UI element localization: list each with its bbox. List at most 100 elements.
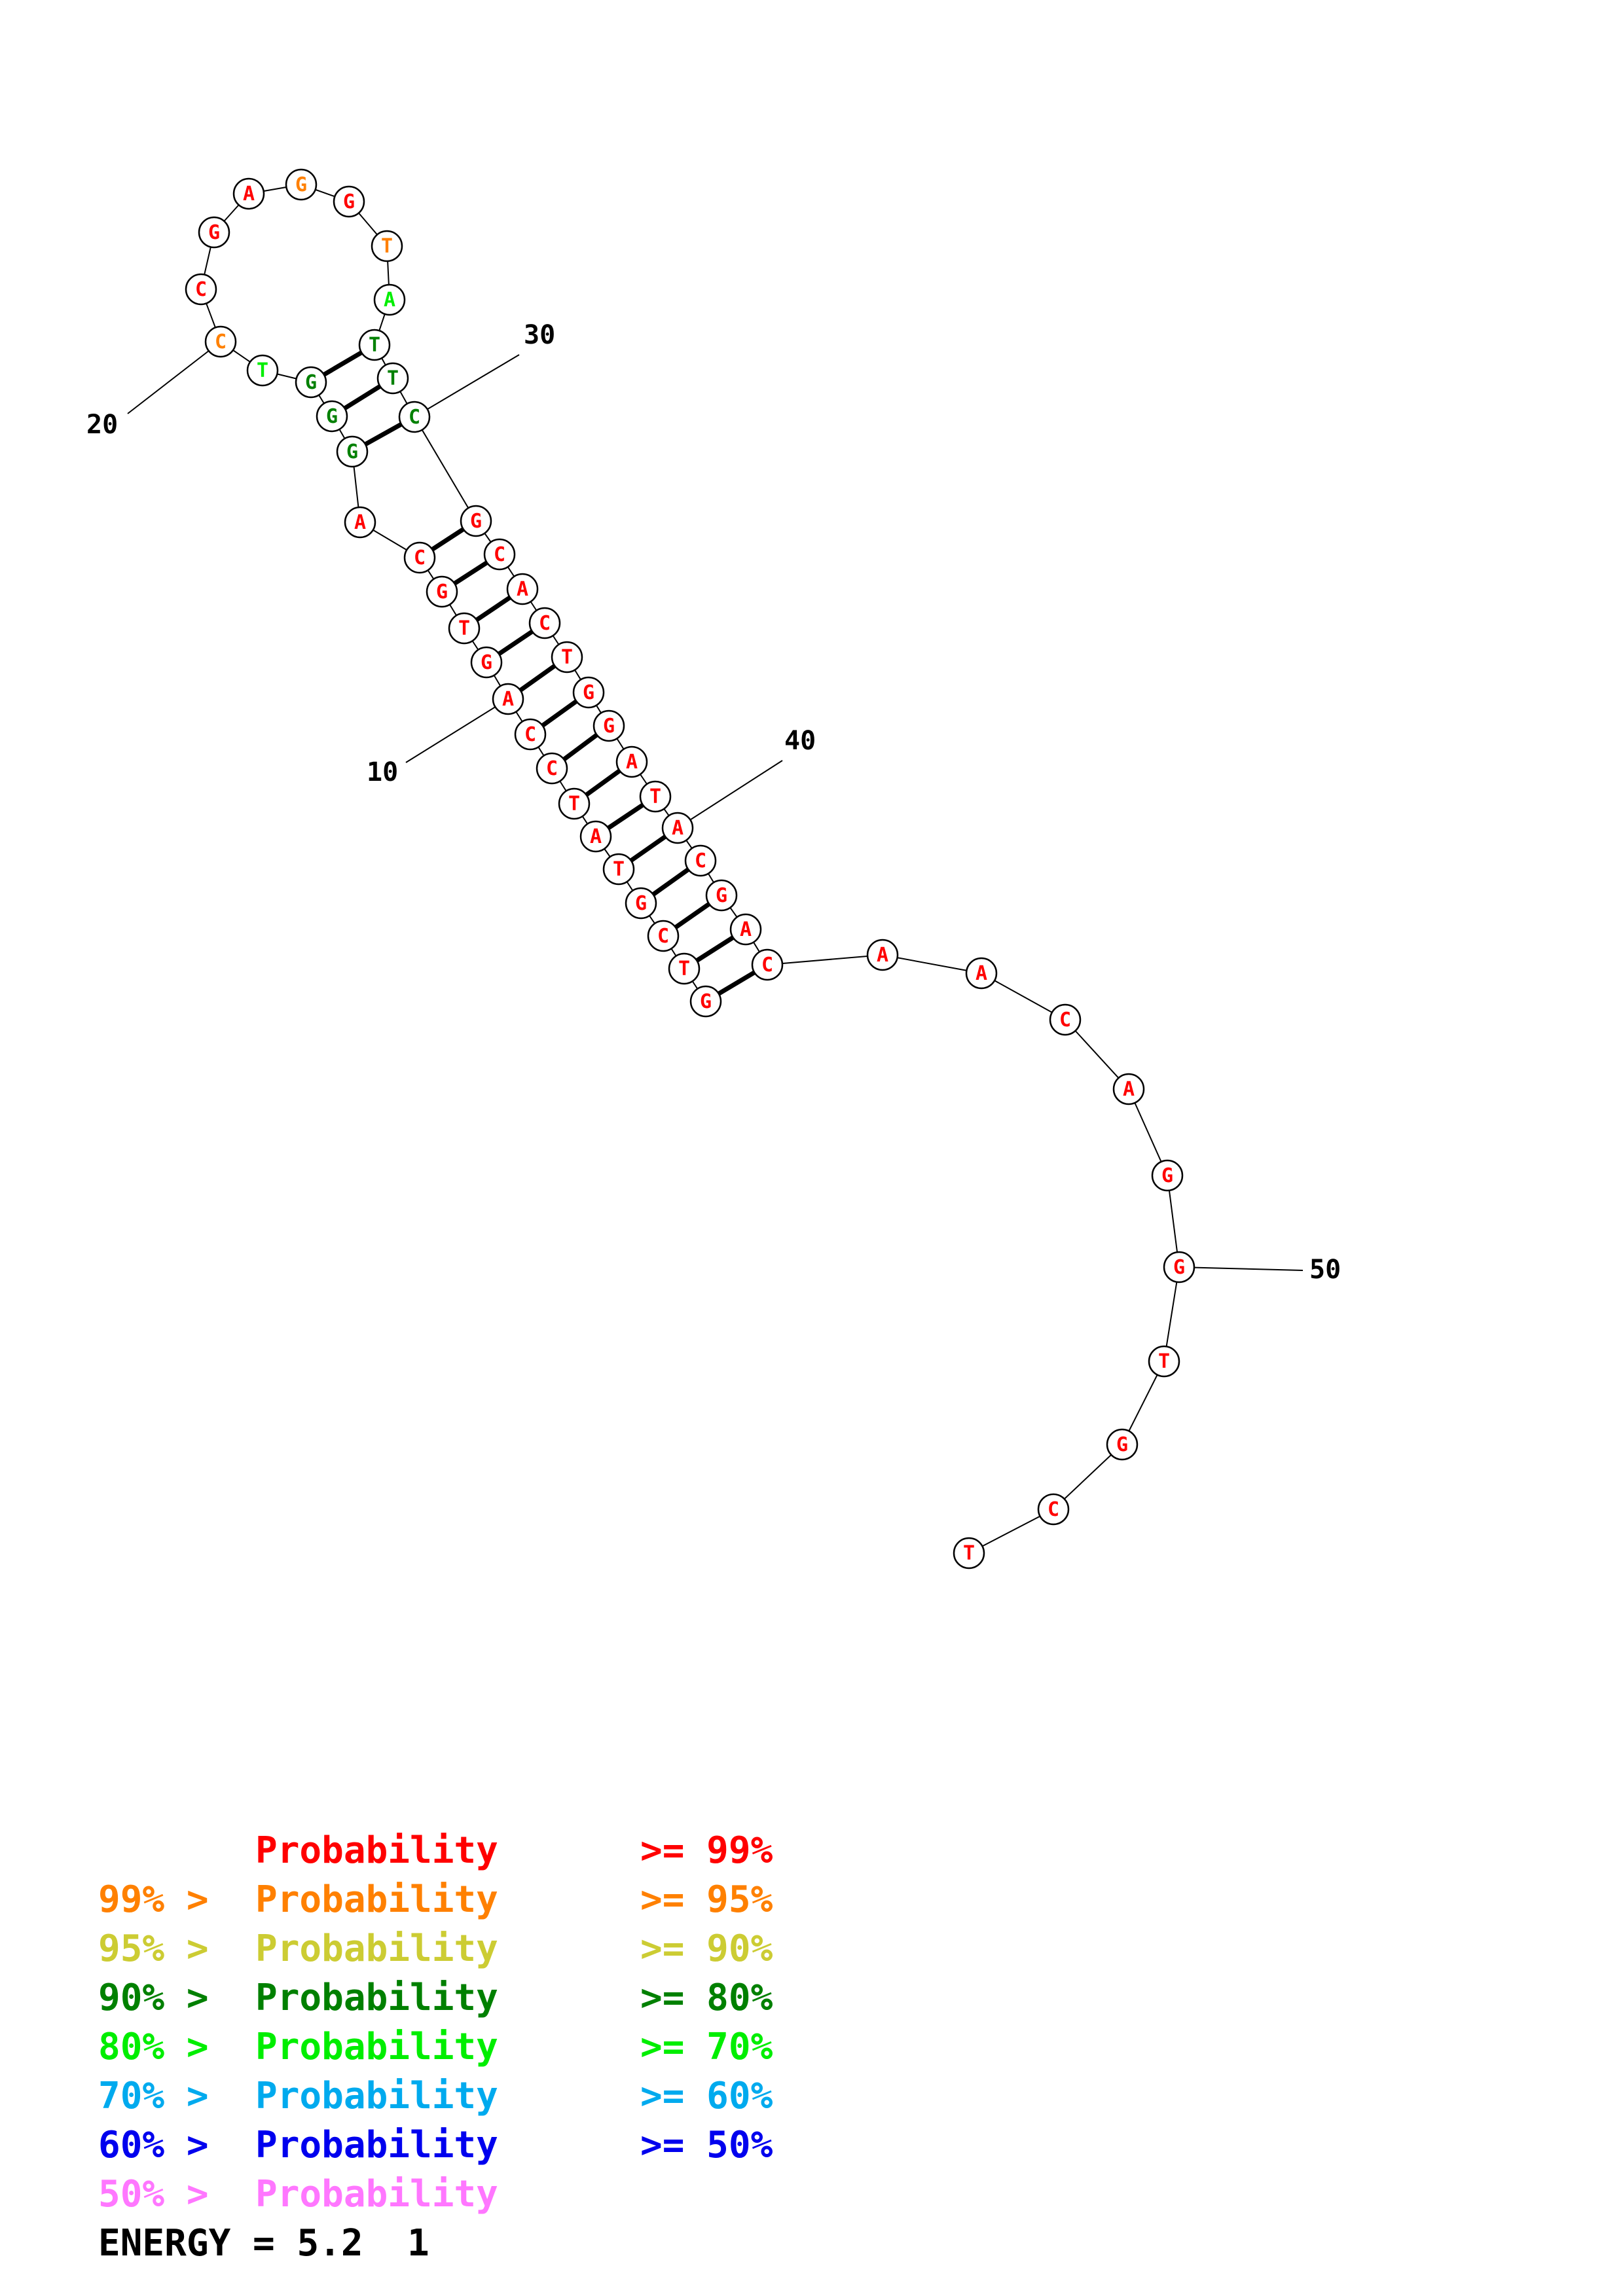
nucleotide-letter: G xyxy=(208,221,220,244)
nucleotide-letter: C xyxy=(215,331,227,353)
structure-number: 1 xyxy=(407,2222,429,2265)
nucleotide-circle xyxy=(705,879,738,912)
nucleotide-circle xyxy=(285,168,318,201)
nucleotide-letter: G xyxy=(436,581,448,603)
nucleotide-letter: C xyxy=(409,406,420,429)
nucleotide-letter: A xyxy=(976,962,987,985)
nucleotide-letter: C xyxy=(494,543,505,566)
nucleotide: C xyxy=(751,948,784,981)
nucleotide-letter: G xyxy=(481,651,492,674)
position-tick xyxy=(1178,1266,1304,1271)
nucleotide: C xyxy=(398,401,431,433)
nucleotide-letter: A xyxy=(502,688,514,711)
nucleotide: A xyxy=(492,683,524,715)
nucleotide: T xyxy=(558,787,591,820)
nucleotide-circle xyxy=(506,573,539,605)
nucleotide-letter: A xyxy=(672,817,684,840)
nucleotide-circle xyxy=(615,745,648,778)
legend-row: Probability >= 99% xyxy=(98,1826,818,1875)
energy-readout: ENERGY = 5.2 1 xyxy=(98,2222,429,2265)
backbone-segment xyxy=(981,973,1066,1020)
nucleotide-circle xyxy=(1151,1159,1184,1192)
nucleotide-letter: T xyxy=(963,1542,975,1565)
legend-upper-bound: >= 80% xyxy=(640,1977,773,2019)
nucleotide: G xyxy=(1151,1159,1184,1192)
nucleotide-circle xyxy=(470,646,503,679)
nucleotide-circle xyxy=(316,400,348,433)
nucleotide: A xyxy=(866,939,899,971)
legend-upper-bound: >= 70% xyxy=(640,2026,773,2068)
nucleotide-circle xyxy=(295,366,327,399)
nucleotide-letter: G xyxy=(1161,1164,1173,1187)
nucleotide-circle xyxy=(1049,1003,1082,1036)
nucleotide-letter: C xyxy=(1059,1009,1071,1031)
legend-row: 80% > Probability >= 70% xyxy=(98,2022,818,2072)
nucleotide-circle xyxy=(1163,1251,1195,1283)
legend-row: 70% > Probability >= 60% xyxy=(98,2072,818,2121)
nucleotide: G xyxy=(625,887,657,920)
nucleotide: A xyxy=(1112,1073,1145,1105)
nucleotide-letter: T xyxy=(561,646,573,669)
position-tick xyxy=(127,341,221,414)
nucleotide-letter: T xyxy=(257,359,268,382)
nucleotide-letter: G xyxy=(583,681,594,704)
nucleotide-circle xyxy=(579,820,612,853)
nucleotide-letter: T xyxy=(458,617,470,640)
nucleotide: T xyxy=(371,230,403,262)
nucleotide: G xyxy=(285,168,318,201)
base-pair-bond xyxy=(674,902,711,929)
nucleotide-letter: C xyxy=(195,278,207,301)
nucleotide-letter: A xyxy=(354,511,366,534)
legend-row: 50% > Probability xyxy=(98,2170,818,2219)
nucleotide-letter: A xyxy=(877,944,888,967)
base-pair-bond xyxy=(562,732,598,762)
nucleotide-circle xyxy=(373,283,406,316)
energy-label: ENERGY = xyxy=(98,2222,275,2265)
nucleotide-circle xyxy=(448,612,481,645)
nucleotide-letter: A xyxy=(384,289,395,312)
nucleotide-circle xyxy=(965,957,998,990)
legend-probability-word: Probability xyxy=(255,2173,498,2215)
position-label: 40 xyxy=(784,726,816,756)
backbone-segment xyxy=(767,954,883,965)
nucleotide-letter: G xyxy=(1116,1433,1128,1456)
nucleotide: C xyxy=(204,325,237,358)
nucleotide-letter: A xyxy=(626,751,638,774)
legend-row: 60% > Probability >= 50% xyxy=(98,2121,818,2170)
nucleotide-circle xyxy=(492,683,524,715)
nucleotide-letter: T xyxy=(678,958,690,980)
legend-lower-bound: 70% > xyxy=(98,2075,209,2117)
legend-row: 99% > Probability >= 95% xyxy=(98,1875,818,1924)
nucleotide: A xyxy=(344,506,376,539)
nucleotide-circle xyxy=(514,718,547,751)
nucleotide-letter: G xyxy=(1173,1256,1185,1279)
legend-probability-word: Probability xyxy=(255,1829,498,1872)
nucleotide-letter: G xyxy=(305,371,317,394)
nucleotide: G xyxy=(1163,1251,1195,1283)
legend-upper-bound: >= 50% xyxy=(640,2124,773,2166)
nucleotide-letter: C xyxy=(546,757,558,780)
nucleotide-circle xyxy=(232,177,265,210)
nucleotide: T xyxy=(602,853,635,886)
legend-probability-word: Probability xyxy=(255,2026,498,2068)
legend-probability-word: Probability xyxy=(255,1928,498,1970)
nucleotide: G xyxy=(333,185,365,218)
nucleotide-circle xyxy=(551,641,583,673)
nucleotide-circle xyxy=(1037,1493,1070,1526)
nucleotide-letter: C xyxy=(657,925,669,948)
position-label: 30 xyxy=(524,320,555,350)
nucleotide: C xyxy=(403,541,436,574)
nucleotide: G xyxy=(572,676,605,709)
nucleotide: C xyxy=(528,607,561,639)
nucleotide-circle xyxy=(689,985,722,1018)
nucleotide: G xyxy=(460,505,492,537)
nucleotide: T xyxy=(358,329,391,361)
nucleotide: C xyxy=(483,538,516,571)
base-pair-bond xyxy=(519,664,556,692)
nucleotide-circle xyxy=(198,216,230,249)
position-tick xyxy=(414,354,520,418)
nucleotide-letter: G xyxy=(716,884,727,907)
base-pair-bonds xyxy=(323,350,756,996)
nucleotide: G xyxy=(1106,1428,1139,1461)
nucleotide: A xyxy=(373,283,406,316)
